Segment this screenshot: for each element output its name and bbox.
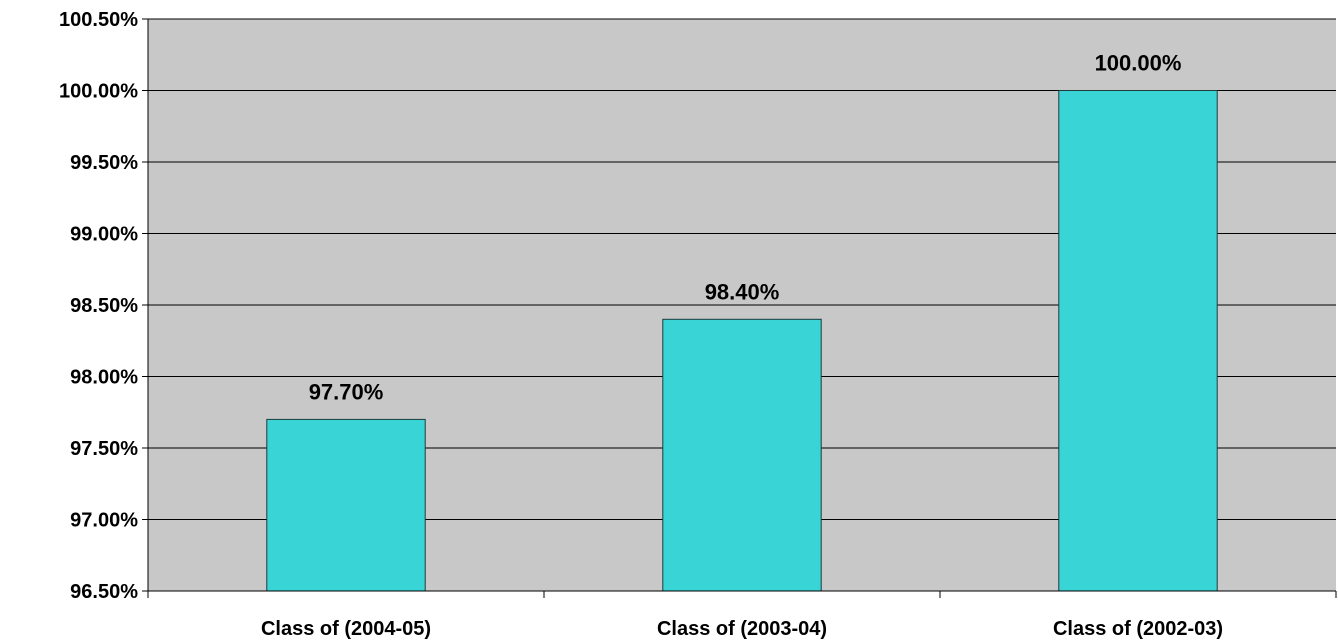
y-tick-label: 99.50% [70, 152, 138, 174]
y-tick-label: 100.50% [59, 9, 138, 31]
data-label: 97.70% [309, 379, 384, 404]
x-tick-label: Class of (2004-05) [261, 618, 431, 640]
y-tick-label: 100.00% [59, 81, 138, 103]
y-axis-ticks: 96.50% 97.00% 97.50% 98.00% 98.50% 99.00% 99.5… [59, 9, 148, 603]
x-tick-label: Class of (2002-03) [1053, 618, 1223, 640]
bar [662, 318, 822, 592]
data-label: 98.40% [705, 279, 780, 304]
y-tick-label: 98.50% [70, 295, 138, 317]
y-tick-label: 98.00% [70, 367, 138, 389]
x-axis-ticks: Class of (2004-05) Class of (2003-04) Clas… [147, 591, 1337, 640]
y-tick-label: 97.50% [70, 438, 138, 460]
bar [266, 418, 426, 592]
bar [1058, 90, 1218, 592]
x-tick-label: Class of (2003-04) [657, 618, 827, 640]
y-tick-label: 97.00% [70, 510, 138, 532]
bars [266, 90, 1218, 592]
y-tick-label: 96.50% [70, 581, 138, 603]
y-tick-label: 99.00% [70, 224, 138, 246]
data-labels: 97.70% 98.40% 100.00% [309, 51, 1182, 405]
data-label: 100.00% [1095, 51, 1182, 76]
